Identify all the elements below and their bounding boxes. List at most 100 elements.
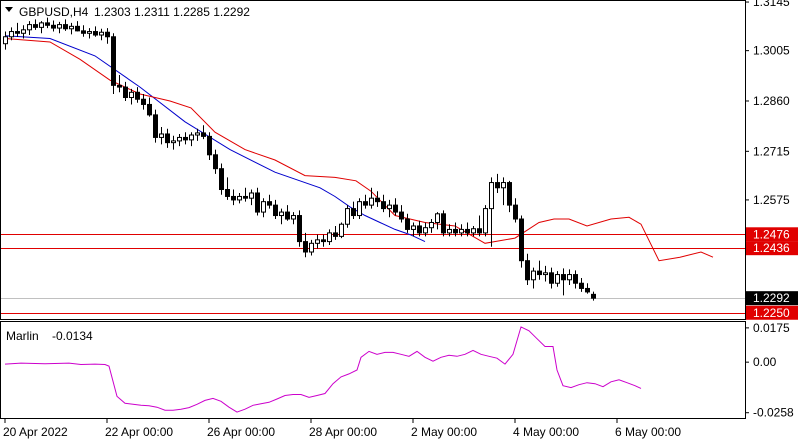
candle-bear	[153, 114, 158, 138]
osc-y-tick-label: 0.0175	[753, 321, 790, 335]
candle-bear	[213, 154, 218, 170]
candle-bear	[417, 225, 422, 234]
candle-bear	[33, 24, 38, 28]
x-tick-label: 26 Apr 00:00	[207, 425, 275, 439]
candle-bull	[423, 227, 428, 234]
candle-bear	[375, 197, 380, 203]
candle-bull	[87, 31, 92, 34]
candle-bear	[525, 260, 530, 281]
candle-bull	[387, 204, 392, 210]
marlin-oscillator	[4, 326, 642, 413]
candle-bear	[405, 218, 410, 230]
candle-bull	[327, 232, 332, 243]
indicator-value: -0.0134	[52, 329, 93, 343]
price-line-label-bg	[746, 241, 798, 256]
candle-bull	[555, 274, 560, 284]
candle-bear	[51, 24, 56, 29]
candle-bull	[315, 239, 320, 244]
ohlc-readout: 1.2303 1.2311 1.2285 1.2292	[94, 5, 250, 19]
price-panel-frame	[0, 0, 746, 320]
candle-bull	[189, 134, 194, 141]
x-tick-label: 20 Apr 2022	[3, 425, 68, 439]
candle-bear	[255, 192, 260, 213]
candle-bear	[537, 270, 542, 276]
candle-bear	[63, 24, 68, 30]
candle-bull	[429, 221, 434, 229]
candle-bear	[201, 132, 206, 137]
candle-bull	[531, 270, 536, 281]
candle-bull	[435, 213, 440, 223]
candle-bull	[39, 22, 44, 28]
candle-bull	[159, 133, 164, 138]
candle-bull	[357, 201, 362, 217]
y-tick-label: 1.2860	[753, 94, 790, 108]
candlesticks	[3, 17, 596, 301]
candle-bear	[15, 31, 20, 34]
candle-bull	[309, 242, 314, 253]
candle-bull	[369, 197, 374, 206]
candle-bear	[495, 182, 500, 189]
candle-bear	[273, 204, 278, 217]
candle-bull	[237, 195, 242, 201]
candle-bull	[129, 91, 134, 99]
candle-bear	[123, 86, 128, 99]
candle-bear	[351, 208, 356, 217]
candle-bear	[303, 241, 308, 253]
candle-bear	[81, 30, 86, 34]
candle-bear	[141, 98, 146, 105]
price-line-label-bg	[746, 227, 798, 242]
candle-bear	[243, 195, 248, 199]
candle-bear	[519, 218, 524, 262]
candle-bull	[339, 223, 344, 237]
candle-bear	[549, 272, 554, 284]
candle-bear	[453, 228, 458, 234]
osc-y-tick-label: -0.0258	[753, 406, 794, 420]
candle-bear	[225, 189, 230, 197]
candle-bear	[111, 36, 116, 86]
candle-bull	[171, 140, 176, 144]
triangle-down-icon[interactable]	[5, 7, 13, 12]
price-line-label: 1.2436	[753, 241, 790, 255]
price-line-label: 1.2476	[753, 227, 790, 241]
time-axis: 20 Apr 2022 22 Apr 00:00 26 Apr 00:00 28 Ap…	[3, 419, 681, 439]
candle-bull	[261, 201, 266, 213]
y-tick-label: 1.2575	[753, 193, 790, 207]
candle-bull	[483, 208, 488, 234]
candle-bear	[267, 201, 272, 206]
candle-bear	[45, 22, 50, 26]
y-tick-label: 1.2715	[753, 144, 790, 158]
candle-bear	[363, 201, 368, 206]
candle-bull	[99, 31, 104, 36]
candle-bear	[477, 228, 482, 234]
candle-bull	[9, 31, 14, 38]
chart-symbol-title: GBPUSD,H4	[19, 5, 89, 19]
candle-bull	[3, 36, 8, 45]
candle-bear	[465, 228, 470, 234]
candle-bear	[507, 182, 512, 206]
current-price-label: 1.2292	[753, 291, 790, 305]
marlin-line	[4, 326, 642, 413]
candle-bull	[291, 215, 296, 220]
candle-bear	[231, 195, 236, 201]
candle-bear	[321, 239, 326, 243]
candle-bear	[513, 204, 518, 220]
current-price-label-bg	[746, 291, 798, 306]
y-tick-label: 1.3145	[753, 0, 790, 9]
candle-bull	[21, 29, 26, 34]
candle-bull	[345, 208, 350, 225]
candle-bull	[177, 136, 182, 142]
candle-bear	[579, 282, 584, 289]
candle-bear	[105, 31, 110, 38]
ma-slow-line	[4, 35, 426, 243]
candle-bear	[117, 84, 122, 88]
candle-bear	[207, 135, 212, 156]
candle-bear	[561, 274, 566, 281]
candle-bull	[195, 132, 200, 136]
candle-bear	[573, 274, 578, 284]
y-tick-label: 1.3005	[753, 44, 790, 58]
candle-bull	[489, 182, 494, 210]
candle-bear	[441, 213, 446, 234]
candle-bear	[333, 232, 338, 237]
